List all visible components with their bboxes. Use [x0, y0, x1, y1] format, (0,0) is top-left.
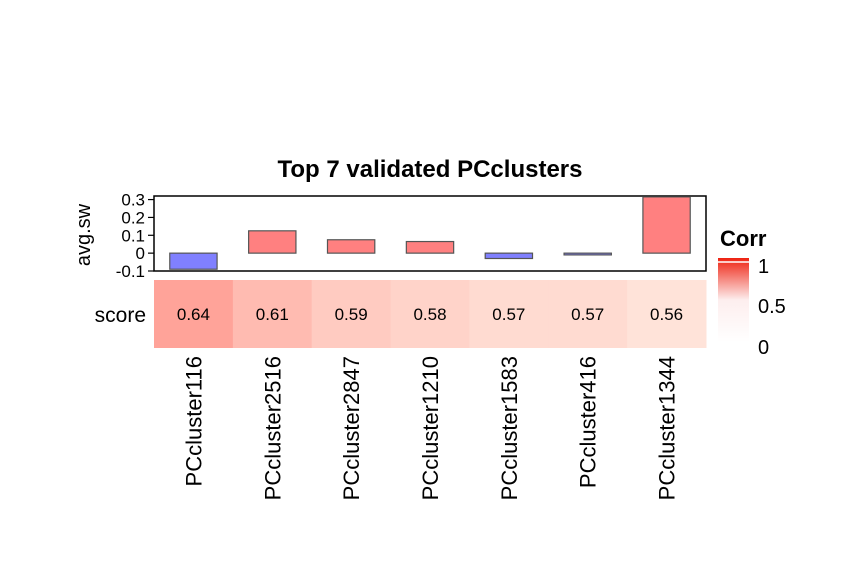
x-tick-label: PCcluster1583 [497, 356, 522, 500]
legend-title: Corr [720, 226, 767, 251]
heatmap-cell [627, 280, 707, 348]
heatmap-cell [311, 280, 392, 348]
heatmap-cell [469, 280, 549, 348]
heatmap-row: 0.64 0.61 0.59 0.58 0.57 0.57 0.56 score [95, 280, 707, 348]
legend-tick-label-mid: 0.5 [758, 296, 786, 318]
legend: Corr 1 0.5 0 [718, 226, 786, 359]
heatmap-cell-value: 0.61 [256, 305, 289, 324]
bar-panel: -0.100.10.20.3 avg.sw [73, 191, 707, 281]
heatmap-cell-value: 0.57 [492, 305, 525, 324]
heatmap-row-label: score [95, 304, 146, 327]
x-tick-label: PCcluster416 [576, 356, 601, 488]
bar [169, 252, 218, 270]
legend-tick-label-low: 0 [758, 337, 769, 359]
heatmap-cell [548, 280, 628, 348]
x-tick-label: PCcluster1210 [418, 356, 443, 500]
chart-title: Top 7 validated PCclusters [278, 156, 583, 183]
heatmap-cell-value: 0.57 [571, 305, 604, 324]
x-tick-label: PCcluster2516 [260, 356, 285, 500]
bar [642, 196, 691, 254]
y-axis-label: avg.sw [73, 203, 95, 266]
x-tick-label: PCcluster2847 [339, 356, 364, 500]
bar-panel-frame [153, 195, 707, 272]
bar [484, 252, 534, 260]
bar [248, 230, 297, 254]
bar [326, 239, 376, 254]
x-tick-label: PCcluster1344 [655, 356, 680, 500]
bar [563, 252, 612, 256]
heatmap-cell [390, 280, 470, 348]
heatmap-cell-value: 0.64 [177, 305, 210, 324]
y-tick-label: -0.1 [116, 262, 145, 281]
y-tick-label: 0 [136, 244, 145, 263]
bar [405, 240, 455, 254]
y-tick-label: 0.1 [121, 226, 145, 245]
heatmap-cell-value: 0.59 [335, 305, 368, 324]
legend-tick-label-high: 1 [758, 256, 769, 278]
y-tick-label: 0.3 [121, 191, 145, 210]
heatmap-cell-value: 0.56 [650, 305, 683, 324]
heatmap-cell-value: 0.58 [413, 305, 446, 324]
x-tick-label: PCcluster116 [181, 356, 206, 486]
legend-colorbar [718, 258, 749, 342]
y-tick-label: 0.2 [121, 208, 145, 227]
heatmap-cell [232, 280, 313, 348]
heatmap-cell [154, 280, 234, 348]
